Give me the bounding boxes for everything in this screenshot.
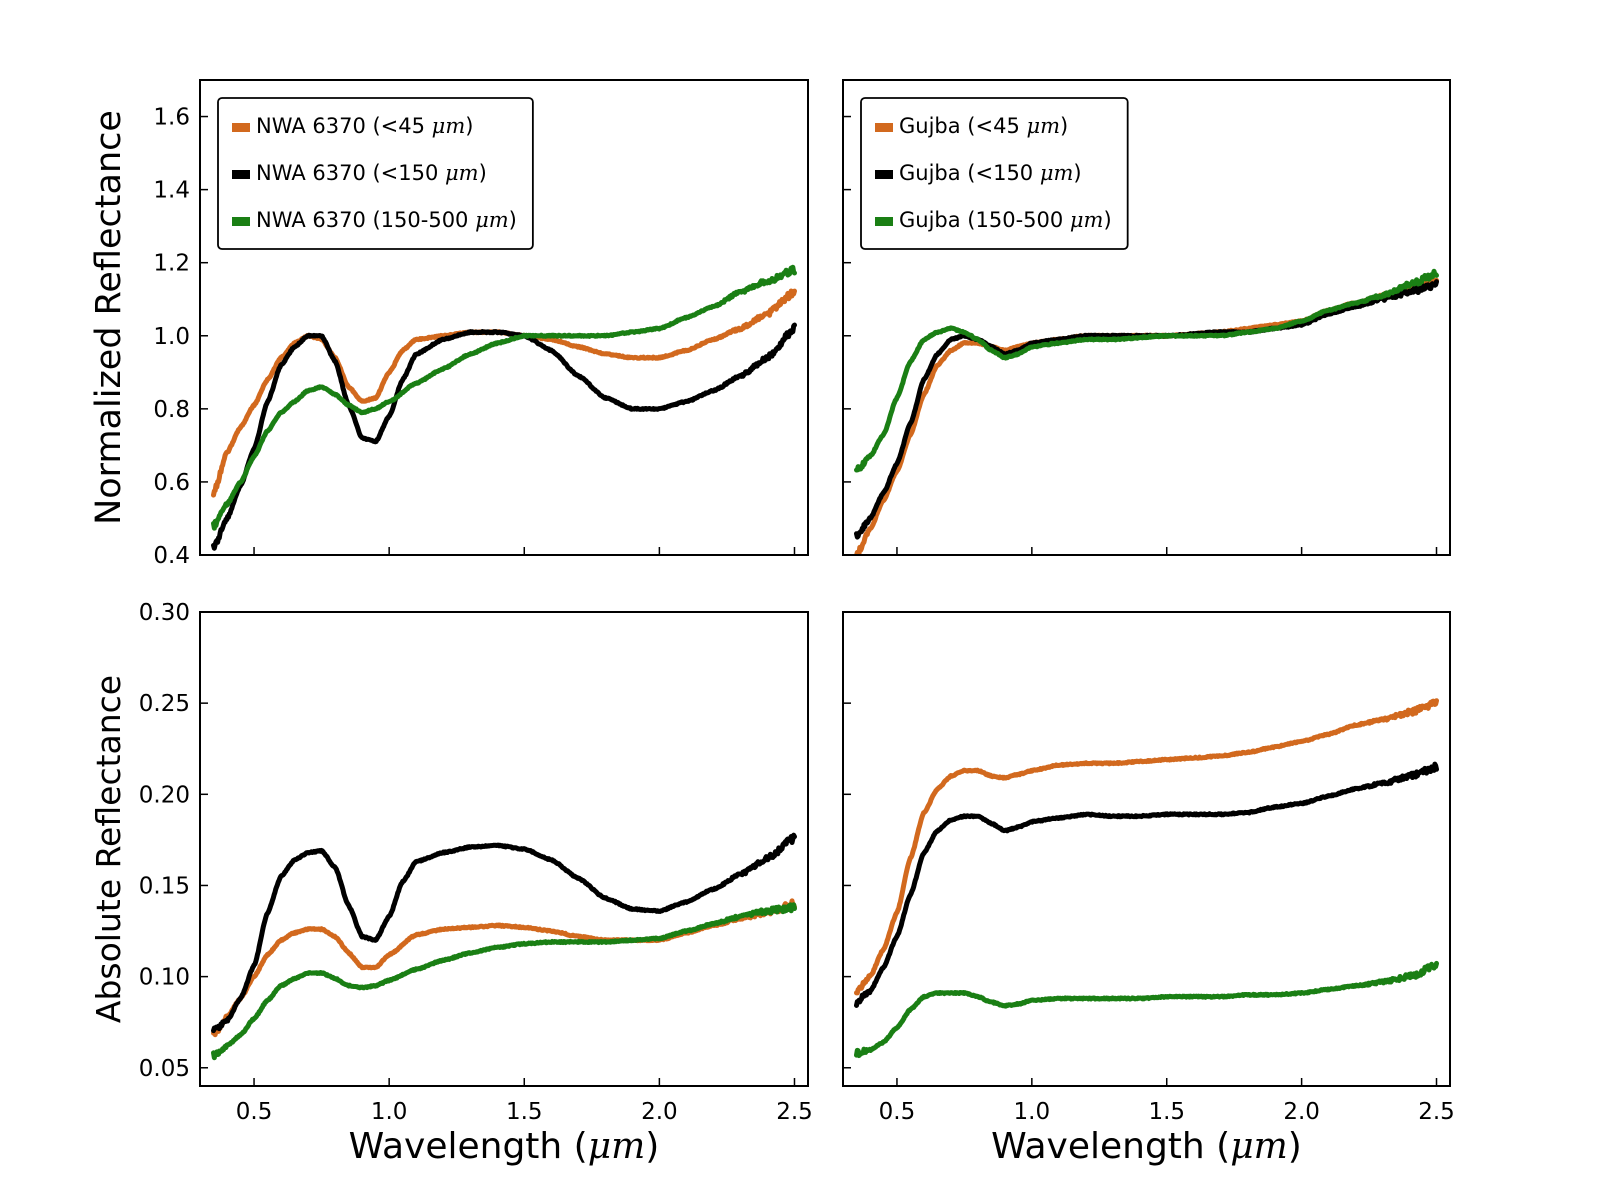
- legend-label-text: NWA 6370 (<150: [256, 161, 445, 185]
- series-line-1: [854, 276, 1440, 555]
- x-tick-label: 2.5: [1418, 1099, 1455, 1125]
- legend-label-text: NWA 6370 (<45: [256, 114, 432, 138]
- legend-swatch: [875, 217, 893, 226]
- series-group: [211, 832, 797, 1061]
- y-axis-title: Absolute Reflectance: [89, 675, 128, 1023]
- legend-box: [217, 97, 534, 250]
- x-axis-title: Wavelength (μm): [991, 1126, 1302, 1167]
- x-tick-label: 1.5: [506, 1099, 543, 1125]
- y-tick-label: 0.30: [139, 600, 190, 626]
- y-tick-label: 0.05: [139, 1056, 190, 1082]
- series-group: [853, 698, 1440, 1059]
- x-axis-title: Wavelength (μm): [349, 1126, 660, 1167]
- legend-label-unit: μm: [1026, 114, 1060, 138]
- panel-bottom-right: 0.5 1.0 1.5 2.0 2.5 Wavelength (μm): [842, 611, 1455, 1167]
- legend-swatch: [232, 217, 250, 226]
- legend-label-close: ): [1060, 114, 1068, 138]
- series-line-1: [853, 698, 1440, 996]
- panel-bottom-left: 0.5 1.0 1.5 2.0 2.5 0.05 0.10 0.15 0.20 0.25 0.30 A…: [89, 600, 813, 1167]
- legend-label: Gujba (150-500 μm): [899, 208, 1112, 232]
- legend-label-text: Gujba (<45: [899, 114, 1026, 138]
- x-axis-title-text: Wavelength (: [991, 1126, 1230, 1167]
- x-tick-label: 1.0: [1014, 1099, 1051, 1125]
- y-tick-label: 0.6: [153, 470, 190, 496]
- x-axis-title-unit: μm: [1230, 1126, 1288, 1167]
- series-line-3: [853, 960, 1440, 1059]
- series-group: [211, 264, 797, 551]
- y-tick-label: 0.4: [153, 543, 190, 569]
- legend-label-text: Gujba (<150: [899, 161, 1040, 185]
- legend: Gujba (<45 μm)Gujba (<150 μm)Gujba (150-…: [860, 97, 1129, 250]
- panel-top-right: Gujba (<45 μm)Gujba (<150 μm)Gujba (150-…: [842, 79, 1451, 556]
- legend-label-text: Gujba (150-500: [899, 208, 1070, 232]
- x-axis-title-close: ): [645, 1126, 659, 1167]
- x-tick-label: 2.5: [776, 1099, 813, 1125]
- series-line-2: [211, 322, 797, 551]
- x-axis-title-unit: μm: [588, 1126, 646, 1167]
- x-tick-label: 1.0: [371, 1099, 408, 1125]
- axes-frame: [842, 79, 1451, 556]
- legend-label-close: ): [509, 208, 517, 232]
- legend-label: NWA 6370 (150-500 μm): [256, 208, 517, 232]
- legend-swatch: [232, 170, 250, 179]
- legend-label-unit: μm: [432, 114, 466, 138]
- legend-label-close: ): [1103, 208, 1111, 232]
- series-line-3: [211, 264, 797, 531]
- x-axis-title-close: ): [1288, 1126, 1302, 1167]
- legend-swatch: [232, 123, 250, 132]
- series-line-3: [853, 268, 1440, 473]
- x-axis-title-text: Wavelength (: [349, 1126, 588, 1167]
- legend-label-unit: μm: [1070, 208, 1104, 232]
- y-tick-label: 1.0: [153, 324, 190, 350]
- x-tick-label: 1.5: [1148, 1099, 1185, 1125]
- axes-frame: [199, 79, 809, 556]
- y-tick-label: 0.20: [139, 782, 190, 808]
- legend-label: NWA 6370 (<45 μm): [256, 114, 473, 138]
- x-tick-label: 0.5: [236, 1099, 273, 1125]
- legend: NWA 6370 (<45 μm)NWA 6370 (<150 μm)NWA 6…: [217, 97, 534, 250]
- x-tick-label: 0.5: [879, 1099, 916, 1125]
- series-line-3: [211, 902, 797, 1061]
- series-line-2: [853, 279, 1440, 540]
- panel-top-left: 0.4 0.6 0.8 1.0 1.2 1.4 1.6 Normalized Reflecta…: [89, 79, 809, 569]
- y-axis-title: Normalized Reflectance: [89, 110, 129, 525]
- y-tick-label: 0.15: [139, 873, 190, 899]
- y-tick-label: 1.6: [153, 105, 190, 131]
- y-tick-label: 0.10: [139, 965, 190, 991]
- legend-label: NWA 6370 (<150 μm): [256, 161, 487, 185]
- x-tick-label: 2.0: [1283, 1099, 1320, 1125]
- y-tick-label: 0.8: [153, 397, 190, 423]
- legend-label-unit: μm: [475, 208, 509, 232]
- y-tick-label: 0.25: [139, 691, 190, 717]
- y-tick-label: 1.4: [153, 178, 190, 204]
- axes-frame: [199, 611, 809, 1087]
- x-tick-label: 2.0: [641, 1099, 678, 1125]
- series-line-2: [211, 832, 797, 1034]
- legend-swatch: [875, 170, 893, 179]
- legend-label-close: ): [465, 114, 473, 138]
- series-line-1: [211, 898, 797, 1038]
- legend-swatch: [875, 123, 893, 132]
- legend-label-close: ): [1073, 161, 1081, 185]
- legend-label: Gujba (<150 μm): [899, 161, 1082, 185]
- series-group: [853, 268, 1440, 555]
- axes-frame: [842, 611, 1451, 1087]
- legend-label: Gujba (<45 μm): [899, 114, 1068, 138]
- legend-box: [860, 97, 1129, 250]
- legend-label-close: ): [479, 161, 487, 185]
- y-tick-label: 1.2: [153, 251, 190, 277]
- legend-label-unit: μm: [1040, 161, 1074, 185]
- legend-label-text: NWA 6370 (150-500: [256, 208, 475, 232]
- legend-label-unit: μm: [445, 161, 479, 185]
- series-line-2: [853, 761, 1440, 1008]
